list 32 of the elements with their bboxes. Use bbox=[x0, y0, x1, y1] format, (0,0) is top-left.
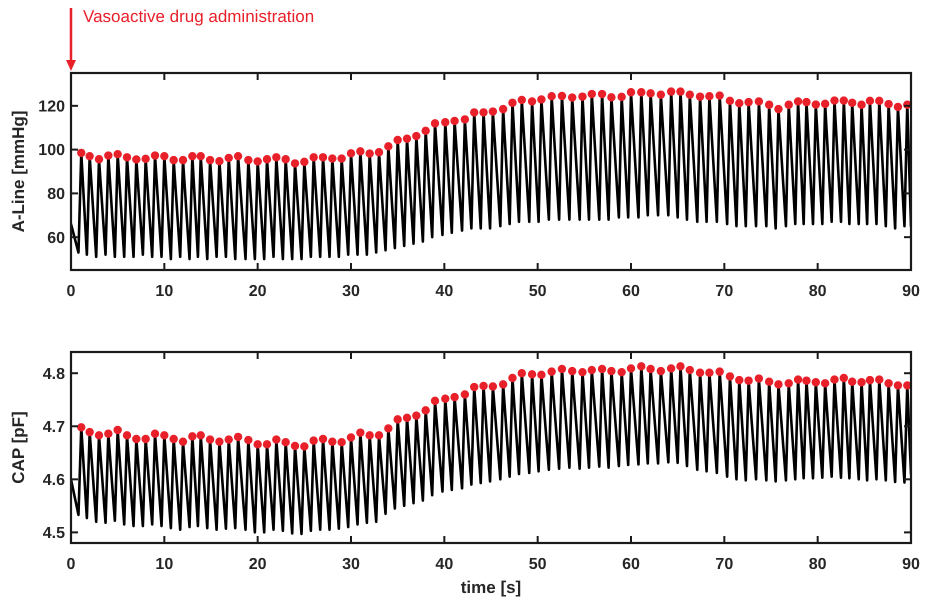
x-axis-title: time [s] bbox=[460, 578, 522, 598]
x-tick-label: 50 bbox=[528, 283, 547, 300]
text: Vasoactive drug administration bbox=[83, 7, 314, 26]
x-tick-label: 90 bbox=[902, 556, 920, 573]
x-tick-label: 40 bbox=[435, 283, 454, 300]
y-tick-label: 100 bbox=[38, 142, 66, 160]
x-tick-label: 10 bbox=[155, 556, 174, 573]
x-tick-label: 0 bbox=[66, 556, 76, 573]
y-axis-title: A-Line [mmHg] bbox=[9, 110, 28, 232]
x-tick-label: 80 bbox=[808, 556, 827, 573]
x-tick-label: 0 bbox=[66, 283, 76, 300]
y-tick-label: 80 bbox=[47, 186, 66, 203]
x-tick-label: 20 bbox=[248, 556, 267, 573]
x-tick-label: 30 bbox=[342, 283, 360, 300]
y-tick-label: 4.8 bbox=[42, 366, 66, 383]
x-tick-label: 70 bbox=[715, 283, 734, 300]
x-tick-label: 90 bbox=[902, 283, 920, 300]
x-tick-label: 10 bbox=[155, 283, 174, 300]
x-tick-label: 70 bbox=[715, 556, 734, 573]
x-tick-label: 20 bbox=[248, 283, 267, 300]
x-tick-label: 80 bbox=[808, 283, 827, 300]
x-tick-label: 60 bbox=[622, 283, 640, 300]
y-tick-label: 120 bbox=[38, 98, 66, 116]
y-tick-label: 60 bbox=[47, 230, 66, 247]
x-tick-label: 40 bbox=[435, 556, 454, 573]
x-tick-label: 60 bbox=[622, 556, 640, 573]
y-tick-label: 4.6 bbox=[42, 472, 66, 489]
y-tick-label: 4.7 bbox=[42, 418, 66, 436]
x-tick-label: 50 bbox=[528, 556, 547, 573]
x-tick-label: 30 bbox=[342, 556, 360, 573]
y-axis-title: CAP [pF] bbox=[9, 411, 28, 484]
y-tick-label: 4.5 bbox=[42, 524, 66, 542]
